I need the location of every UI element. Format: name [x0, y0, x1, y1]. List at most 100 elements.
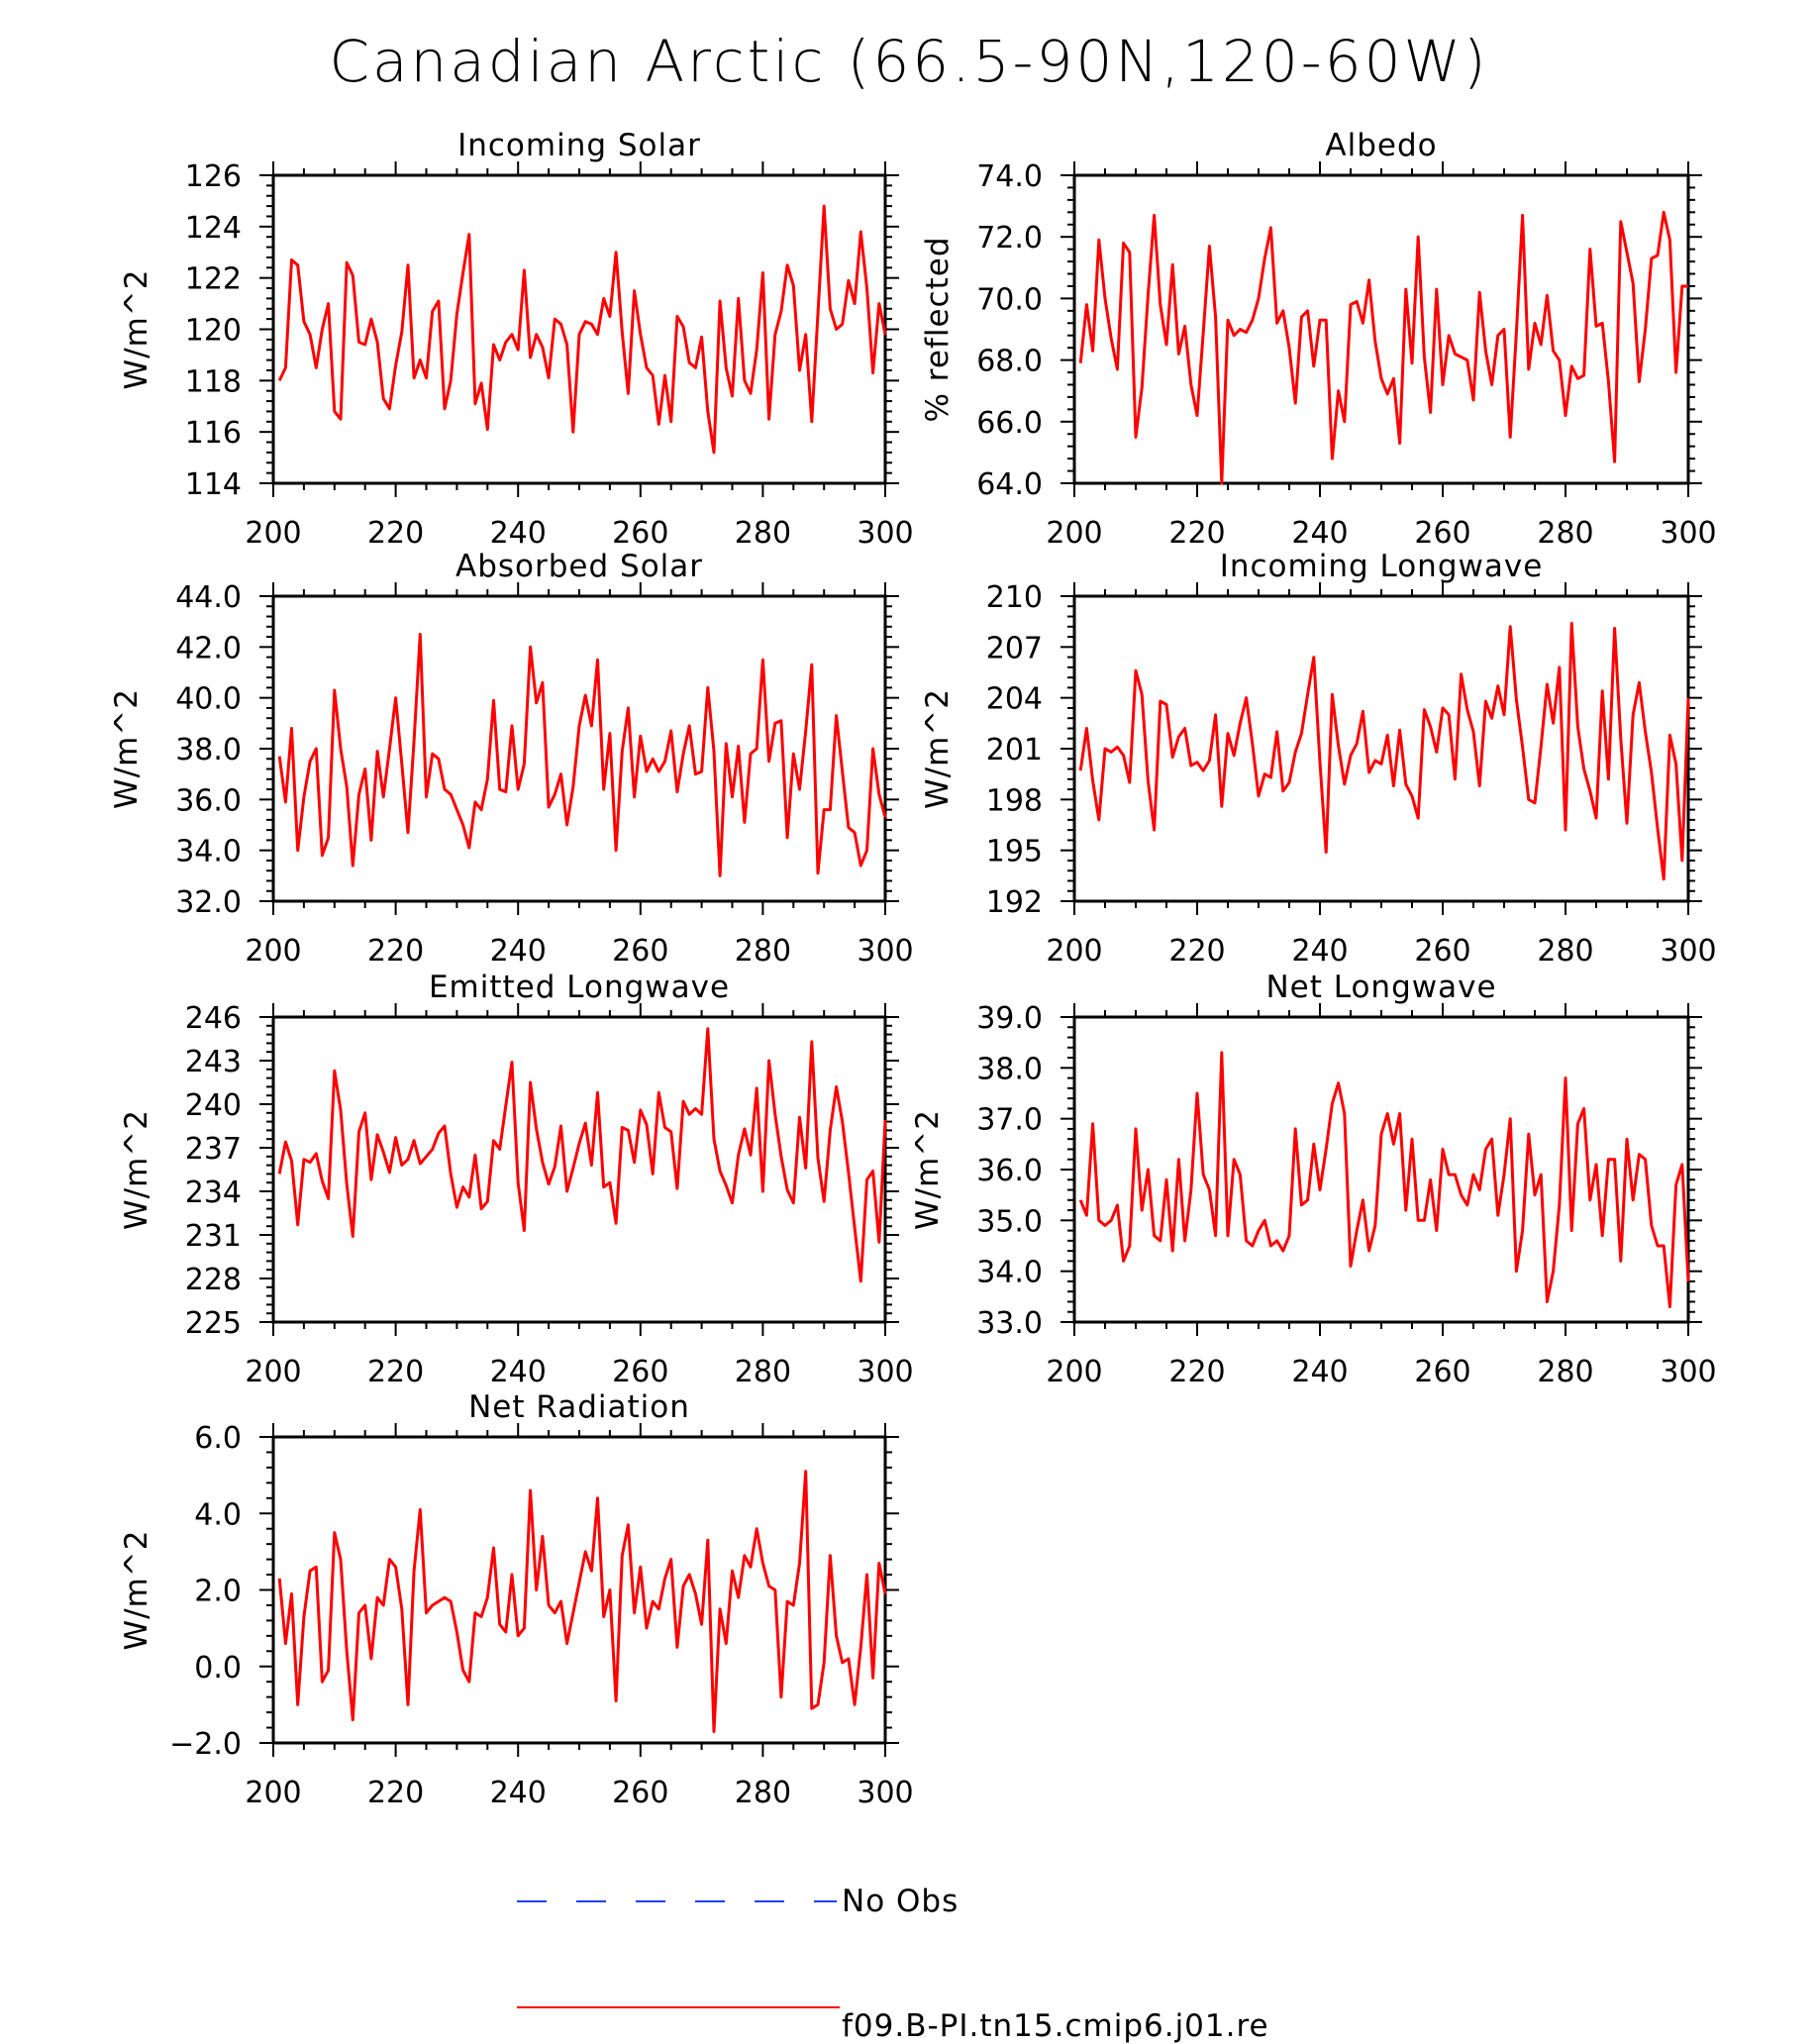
y-tick-label: 114: [185, 467, 242, 502]
y-tick-label: 40.0: [175, 682, 242, 717]
y-tick-label: 118: [185, 364, 242, 399]
chart-albedo: 200 220 240 260 280 300 64.0 66.0 68.0 70.0 72.0 74…: [920, 128, 1717, 551]
y-tick-label: 32.0: [175, 885, 242, 920]
y-tick-label: 225: [185, 1306, 242, 1341]
x-tick-label: 300: [1660, 516, 1716, 551]
y-tick-label: 198: [986, 783, 1043, 818]
x-tick-label: 220: [1168, 934, 1225, 969]
x-tick-label: 240: [490, 516, 547, 551]
y-tick-label: 240: [185, 1088, 242, 1123]
y-tick-label: 72.0: [976, 221, 1043, 256]
x-tick-label: 200: [1046, 934, 1102, 969]
y-tick-label: 210: [986, 580, 1043, 615]
plot-frame: [271, 594, 887, 903]
plot-frame: [271, 1435, 887, 1745]
chart-emitted-longwave: 200 220 240 260 280 300 225 228 231 234 237 240 243 2…: [119, 970, 914, 1389]
x-tick-label: 240: [1291, 934, 1348, 969]
x-tick-label: 200: [245, 516, 301, 551]
plot-frame: [1072, 594, 1690, 903]
series-line: [277, 204, 887, 455]
x-tick-label: 280: [1537, 1355, 1593, 1389]
x-tick-label: 200: [245, 1776, 301, 1810]
x-tick-label: 200: [1046, 516, 1102, 551]
y-tick-label: 204: [986, 682, 1043, 717]
series-line: [277, 1470, 887, 1733]
plot-frame: [271, 1015, 887, 1324]
plot-frame: [271, 173, 887, 485]
y-tick-label: 228: [185, 1263, 242, 1297]
y-tick-label: 74.0: [976, 159, 1043, 194]
x-tick-label: 300: [857, 1355, 913, 1389]
y-tick-label: 231: [185, 1219, 242, 1254]
chart-incoming-longwave: 200 220 240 260 280 300 192 195 198 201 204 207 210 I…: [920, 549, 1717, 969]
y-tick-label: 68.0: [976, 345, 1043, 379]
legend-line-dashed: [517, 1900, 837, 1902]
x-tick-label: 200: [245, 934, 301, 969]
y-tick-label: 37.0: [976, 1103, 1043, 1138]
y-axis-label: W/m^2: [920, 688, 956, 809]
y-tick-label: 207: [986, 631, 1043, 665]
y-tick-label: 246: [185, 1001, 242, 1036]
y-tick-label: 192: [986, 885, 1043, 920]
y-tick-label: 122: [185, 262, 242, 297]
y-tick-label: 70.0: [976, 282, 1043, 317]
x-tick-label: 300: [857, 934, 913, 969]
x-tick-label: 260: [1414, 1355, 1470, 1389]
x-tick-label: 280: [735, 934, 791, 969]
y-tick-label: 64.0: [976, 467, 1043, 502]
x-tick-label: 260: [612, 1355, 668, 1389]
legend-line-solid: [517, 2006, 840, 2008]
x-tick-label: 200: [245, 1355, 301, 1389]
x-tick-label: 220: [1168, 516, 1225, 551]
chart-title: Net Radiation: [468, 1389, 690, 1425]
y-tick-label: 39.0: [976, 1001, 1043, 1036]
chart-title: Incoming Solar: [457, 128, 701, 163]
y-tick-label: 38.0: [976, 1052, 1043, 1086]
chart-incoming-solar: 200 220 240 260 280 300 114 116 118 120 122 124 126 I…: [119, 128, 914, 551]
x-tick-label: 280: [1537, 516, 1593, 551]
chart-net-longwave: 200 220 240 260 280 300 33.0 34.0 35.0 36.0 37.0 38…: [910, 970, 1717, 1389]
x-tick-label: 240: [490, 1776, 547, 1810]
x-tick-label: 280: [1537, 934, 1593, 969]
x-tick-label: 220: [367, 1355, 424, 1389]
x-tick-label: 220: [367, 1776, 424, 1810]
x-tick-label: 260: [1414, 516, 1470, 551]
x-tick-label: 300: [857, 1776, 913, 1810]
chart-title: Albedo: [1325, 128, 1437, 163]
y-tick-label: 4.0: [194, 1497, 242, 1532]
y-tick-label: 44.0: [175, 580, 242, 615]
y-axis-label: W/m^2: [910, 1109, 946, 1230]
page-title: Canadian Arctic (66.5-90N,120-60W): [329, 28, 1489, 95]
x-tick-label: 240: [490, 1355, 547, 1389]
x-tick-label: 240: [1291, 516, 1348, 551]
x-tick-label: 240: [490, 934, 547, 969]
y-tick-label: 6.0: [194, 1421, 242, 1456]
y-tick-label: 34.0: [976, 1256, 1043, 1290]
y-axis-label: % reflected: [920, 237, 956, 423]
y-tick-label: 195: [986, 835, 1043, 869]
x-tick-label: 280: [735, 1355, 791, 1389]
series-line: [277, 633, 887, 877]
x-tick-label: 300: [1660, 1355, 1716, 1389]
x-tick-label: 260: [612, 516, 668, 551]
chart-absorbed-solar: 200 220 240 260 280 300 32.0 34.0 36.0 38.0 40.0 42…: [109, 549, 914, 969]
y-tick-label: 243: [185, 1045, 242, 1079]
series-line: [277, 1027, 887, 1283]
series-line: [1078, 621, 1690, 881]
y-tick-label: 36.0: [976, 1154, 1043, 1188]
x-tick-label: 260: [1414, 934, 1470, 969]
x-tick-label: 220: [367, 934, 424, 969]
series-line: [1078, 210, 1688, 485]
y-tick-label: 33.0: [976, 1306, 1043, 1341]
y-tick-label: 42.0: [175, 631, 242, 665]
y-tick-label: 234: [185, 1175, 242, 1210]
x-tick-label: 260: [612, 934, 668, 969]
y-axis-label: W/m^2: [119, 1530, 154, 1651]
x-tick-label: 260: [612, 1776, 668, 1810]
chart-title: Incoming Longwave: [1220, 549, 1544, 584]
chart-title: Absorbed Solar: [455, 549, 703, 584]
y-tick-label: 126: [185, 159, 242, 194]
x-tick-label: 300: [857, 516, 913, 551]
y-tick-label: 34.0: [175, 835, 242, 869]
